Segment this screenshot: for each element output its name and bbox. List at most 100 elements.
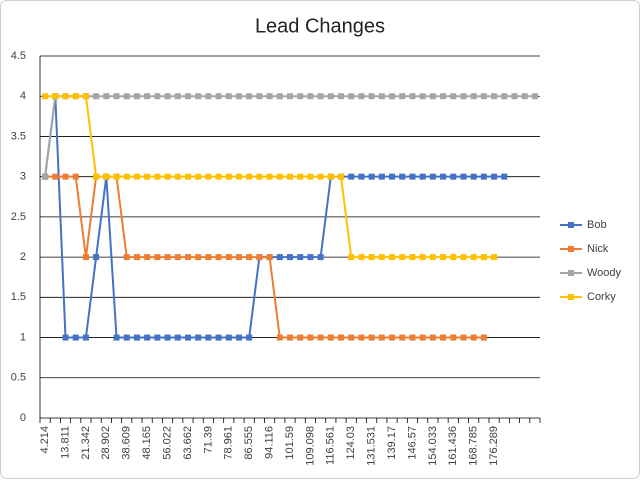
point xyxy=(144,334,151,341)
point xyxy=(164,173,171,180)
x-tick-label: 146.57 xyxy=(406,426,418,460)
point xyxy=(501,93,508,100)
point xyxy=(460,254,467,261)
point xyxy=(287,93,293,100)
point xyxy=(287,334,293,341)
y-tick-label: 4 xyxy=(20,90,26,102)
y-tick-label: 3 xyxy=(20,171,26,183)
point xyxy=(246,254,253,261)
point xyxy=(307,254,314,261)
point xyxy=(72,173,79,180)
point xyxy=(154,173,161,180)
point xyxy=(103,93,110,100)
point xyxy=(368,173,375,180)
x-tick-label: 139.17 xyxy=(386,426,398,460)
point xyxy=(174,173,181,180)
point xyxy=(133,334,140,341)
x-tick-label: 56.022 xyxy=(161,426,173,460)
point xyxy=(205,254,212,261)
point xyxy=(419,254,426,261)
point xyxy=(123,93,130,100)
point xyxy=(440,334,447,341)
point xyxy=(276,173,283,180)
point xyxy=(348,334,355,341)
x-tick-label: 13.811 xyxy=(59,426,71,459)
point xyxy=(225,334,232,341)
point xyxy=(144,93,151,100)
point xyxy=(480,173,487,180)
point xyxy=(470,334,477,341)
point xyxy=(215,334,222,341)
point xyxy=(62,334,69,341)
y-tick-label: 3.5 xyxy=(11,130,26,142)
point xyxy=(521,93,528,100)
x-tick-label: 109.098 xyxy=(304,426,316,466)
point xyxy=(399,334,406,341)
point xyxy=(195,173,202,180)
point xyxy=(450,254,457,261)
y-tick-label: 2 xyxy=(20,251,26,263)
point xyxy=(174,254,181,261)
point xyxy=(42,93,49,100)
x-tick-label: 71.39 xyxy=(202,426,214,454)
point xyxy=(419,334,426,341)
point xyxy=(307,334,314,341)
point xyxy=(184,334,191,341)
point xyxy=(389,254,396,261)
point xyxy=(82,254,89,261)
point xyxy=(72,334,79,341)
point xyxy=(195,93,202,100)
legend-marker xyxy=(568,222,574,228)
point xyxy=(307,173,314,180)
point xyxy=(470,254,477,261)
y-tick-label: 0 xyxy=(20,412,26,424)
point xyxy=(42,173,49,180)
point xyxy=(164,254,171,261)
point xyxy=(327,173,334,180)
legend-label: Corky xyxy=(587,291,616,303)
y-tick-label: 0.5 xyxy=(11,372,26,384)
x-tick-label: 124.03 xyxy=(345,426,357,460)
point xyxy=(327,93,334,100)
point xyxy=(225,173,232,180)
point xyxy=(368,334,375,341)
point xyxy=(419,93,426,100)
point xyxy=(297,334,304,341)
x-tick-label: 131.531 xyxy=(366,426,378,466)
point xyxy=(368,254,375,261)
point xyxy=(429,93,436,100)
x-tick-label: 101.59 xyxy=(284,426,296,460)
point xyxy=(399,254,406,261)
point xyxy=(317,334,324,341)
point xyxy=(389,173,396,180)
x-tick-label: 176.289 xyxy=(488,426,500,466)
point xyxy=(307,93,314,100)
point xyxy=(276,93,283,100)
x-tick-label: 28.902 xyxy=(100,426,112,460)
point xyxy=(317,93,324,100)
chart-title: Lead Changes xyxy=(255,15,385,37)
point xyxy=(235,173,242,180)
point xyxy=(256,173,263,180)
point xyxy=(154,334,161,341)
point xyxy=(235,254,242,261)
point xyxy=(62,173,69,180)
x-tick-label: 48.165 xyxy=(141,426,153,460)
point xyxy=(133,93,140,100)
x-tick-label: 63.662 xyxy=(182,426,194,460)
point xyxy=(123,254,130,261)
point xyxy=(164,334,171,341)
y-tick-label: 1 xyxy=(20,331,26,343)
point xyxy=(378,254,385,261)
point xyxy=(154,93,161,100)
point xyxy=(82,334,89,341)
point xyxy=(195,334,202,341)
point xyxy=(358,173,365,180)
point xyxy=(480,334,487,341)
point xyxy=(531,93,538,100)
point xyxy=(246,334,253,341)
point xyxy=(491,93,498,100)
legend-label: Nick xyxy=(587,243,609,255)
